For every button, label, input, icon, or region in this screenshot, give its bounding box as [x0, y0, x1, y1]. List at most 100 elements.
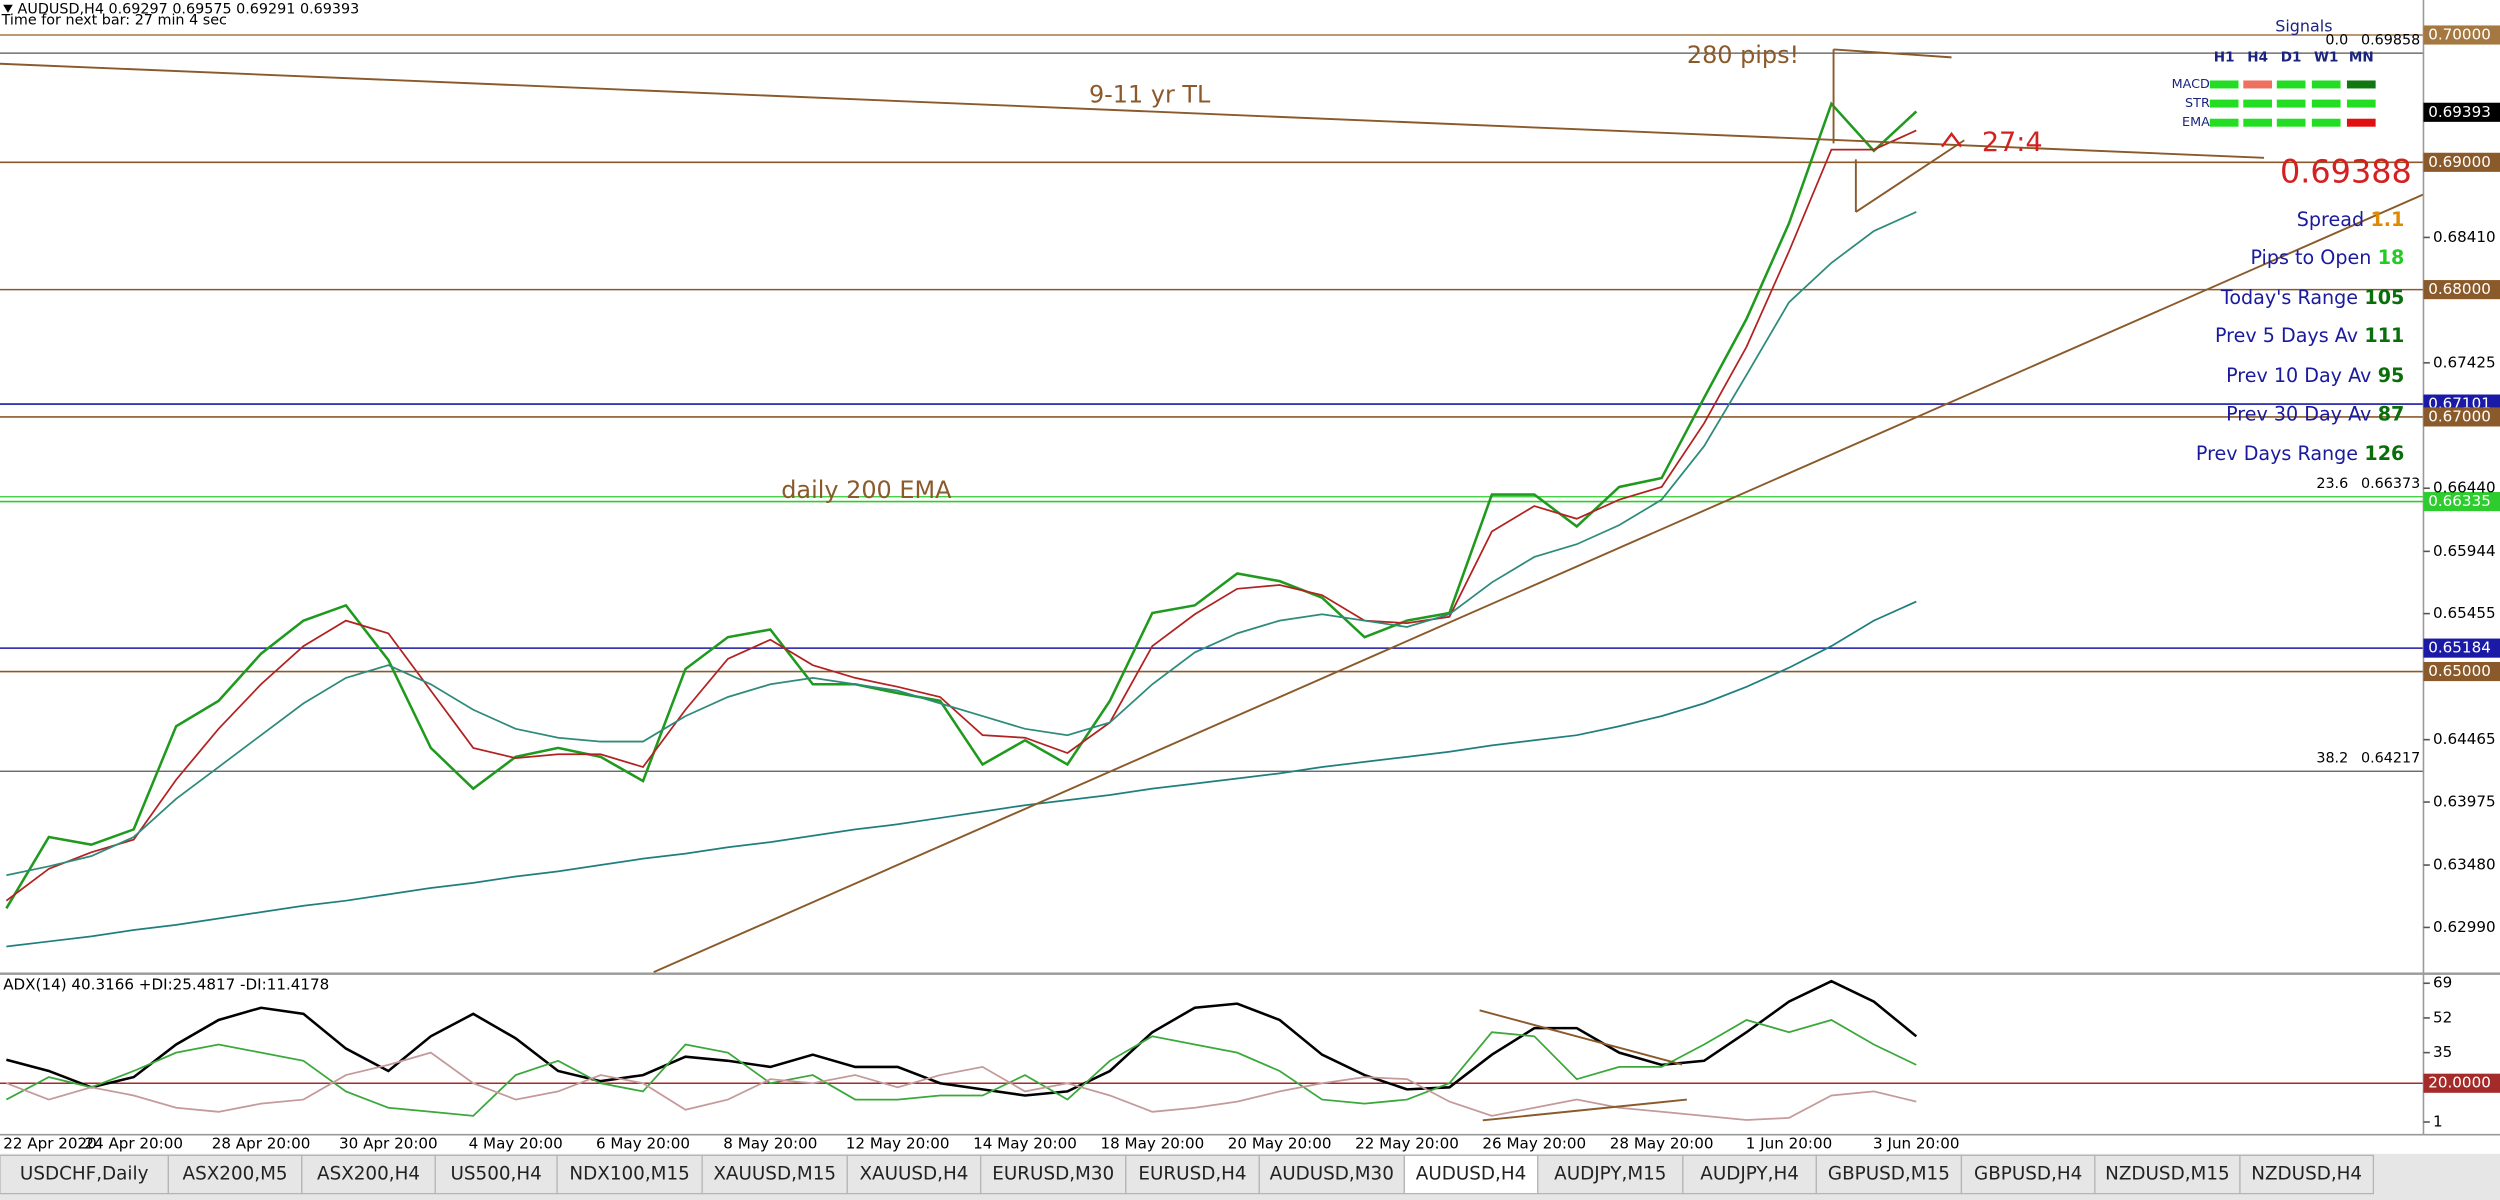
tab-label[interactable]: XAUUSD,M15: [713, 1164, 836, 1185]
signal-column: H1: [2214, 49, 2235, 65]
info-row: Spread 1.1: [2297, 207, 2405, 230]
level-label-bg: [2423, 280, 2500, 300]
bid-label-bg: [2423, 102, 2500, 122]
signal-cell: [2346, 118, 2376, 127]
x-tick-label: 14 May 20:00: [973, 1135, 1077, 1153]
tab-label[interactable]: ASX200,M5: [183, 1164, 288, 1185]
tab-label[interactable]: AUDJPY,H4: [1700, 1164, 1799, 1185]
tab[interactable]: [1682, 1154, 1817, 1195]
tab-label[interactable]: ASX200,H4: [317, 1164, 420, 1185]
series-line: [5, 1019, 1917, 1117]
fib-price: 0.66373: [2361, 476, 2420, 492]
x-tick-label: 18 May 20:00: [1100, 1135, 1204, 1153]
fib-ratio: 0.0: [2325, 32, 2348, 48]
tab[interactable]: [980, 1154, 1127, 1195]
bar-timer: Time for next bar: 27 min 4 sec: [1, 13, 227, 29]
tab-label[interactable]: US500,H4: [451, 1164, 542, 1185]
tab-label[interactable]: GBPUSD,M15: [1828, 1164, 1950, 1185]
y-tick-label: 0.62990: [2433, 918, 2496, 936]
series-line: [6, 600, 1917, 948]
x-tick-label: 3 Jun 20:00: [1873, 1135, 1959, 1153]
tab-label[interactable]: AUDJPY,M15: [1554, 1164, 1666, 1185]
triangle-bottom: [1855, 139, 1965, 213]
series-line: [6, 1051, 1917, 1121]
y-tick-label: 0.65944: [2433, 542, 2496, 560]
level-label: 0.65000: [2428, 662, 2491, 680]
tab[interactable]: [434, 1154, 558, 1195]
long-trendline: [0, 62, 2265, 159]
tab-label[interactable]: NZDUSD,H4: [2251, 1164, 2362, 1185]
tab[interactable]: [2239, 1154, 2375, 1195]
signal-column: W1: [2314, 49, 2338, 65]
signal-cell: [2209, 118, 2239, 127]
tab[interactable]: [701, 1154, 848, 1195]
info-row: Prev 30 Day Av 87: [2226, 402, 2404, 425]
level-label: 0.68000: [2428, 280, 2491, 298]
signal-cell: [2243, 118, 2273, 127]
x-tick-label: 22 May 20:00: [1355, 1135, 1459, 1153]
info-row: Prev Days Range 126: [2196, 442, 2404, 465]
signal-cell: [2243, 80, 2273, 89]
tab[interactable]: [1125, 1154, 1260, 1195]
level-label-bg: [2423, 661, 2500, 682]
fib-label: 23.6 0.66373: [2316, 476, 2420, 492]
tab-label[interactable]: NZDUSD,M15: [2105, 1164, 2230, 1185]
y-tick-label: 52: [2433, 1008, 2452, 1026]
tab-label[interactable]: USDCHF,Daily: [20, 1164, 149, 1185]
adx-divergence-line: [1482, 1098, 1687, 1122]
level-label-bg: [2423, 492, 2500, 512]
tab-label[interactable]: NDX100,M15: [569, 1164, 689, 1185]
tab-label[interactable]: AUDUSD,M30: [1270, 1164, 1394, 1185]
signal-cell: [2276, 80, 2306, 89]
tab[interactable]: [1815, 1154, 1963, 1195]
tab-label[interactable]: AUDUSD,H4: [1416, 1164, 1527, 1185]
y-tick-label: 0.68410: [2433, 228, 2496, 246]
fib-ratio: 38.2: [2316, 750, 2348, 766]
tab[interactable]: [1960, 1154, 2096, 1195]
info-row: Pips to Open 18: [2250, 246, 2404, 269]
level-label: 0.70000: [2428, 26, 2491, 44]
plot-layer: [0, 34, 2424, 1121]
tab[interactable]: [1537, 1154, 1684, 1195]
x-tick-label: 1 Jun 20:00: [1746, 1135, 1832, 1153]
signal-cell: [2209, 99, 2239, 108]
y-tick-label: 0.64465: [2433, 730, 2496, 748]
annotation: 9-11 yr TL: [1089, 81, 1211, 109]
level-label-bg: [2423, 152, 2500, 172]
symbol-header: AUDUSD,H4 0.69297 0.69575 0.69291 0.6939…: [18, 2, 360, 18]
info-label: Prev 5 Days Av: [2215, 324, 2358, 347]
tab-label[interactable]: GBPUSD,H4: [1974, 1164, 2082, 1185]
tab-label[interactable]: EURUSD,M30: [992, 1164, 1114, 1185]
fib-label: 38.2 0.64217: [2316, 750, 2420, 766]
info-value: 126: [2364, 442, 2404, 465]
y-tick-label: 69: [2433, 974, 2452, 992]
tab[interactable]: [0, 1154, 170, 1195]
arrow-icon: [1941, 131, 1963, 148]
axis-layer: 0.700000.690000.680000.671010.670000.663…: [3, 25, 2500, 1153]
y-tick-label: 35: [2433, 1043, 2452, 1061]
signal-cell: [2276, 99, 2306, 108]
signal-row: STR: [2185, 96, 2210, 111]
info-row: Today's Range 105: [2220, 286, 2404, 309]
signal-cell: [2209, 80, 2239, 89]
info-label: Prev Days Range: [2196, 442, 2358, 465]
series-line: [5, 129, 1917, 902]
info-value: 87: [2378, 402, 2405, 425]
y-tick-label: 0.63975: [2433, 793, 2496, 811]
tab[interactable]: [167, 1154, 303, 1195]
tab[interactable]: [1403, 1154, 1539, 1195]
x-tick-label: 20 May 20:00: [1228, 1135, 1332, 1153]
tab-label[interactable]: XAUUSD,H4: [859, 1164, 968, 1185]
x-tick-label: 28 May 20:00: [1610, 1135, 1714, 1153]
rising-trendline: [653, 193, 2424, 973]
level-label-bg: [2423, 638, 2500, 658]
fib-price: 0.69858: [2361, 32, 2420, 48]
signal-cell: [2311, 80, 2341, 89]
tab-label[interactable]: EURUSD,H4: [1138, 1164, 1246, 1185]
signal-cell: [2276, 118, 2306, 127]
y-tick-label: 0.63480: [2433, 856, 2496, 874]
